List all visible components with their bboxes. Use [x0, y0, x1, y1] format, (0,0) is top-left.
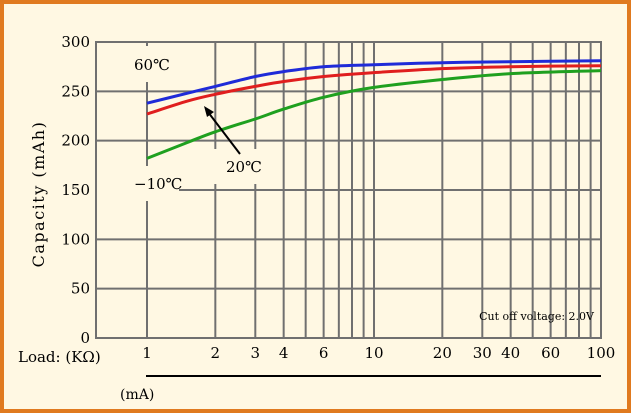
series-label-60c: 60℃ — [134, 56, 170, 74]
label-mask — [104, 46, 204, 82]
load-tick-label: 4 — [279, 344, 289, 362]
load-tick-label: 20 — [433, 344, 452, 362]
load-tick-label: 60 — [541, 344, 560, 362]
current-label: (mA) — [120, 387, 154, 403]
arrow-20c-shaft — [207, 111, 241, 155]
y-tick-label: 300 — [61, 33, 90, 51]
y-tick-label: 150 — [61, 181, 90, 199]
load-tick-labels: 1 2 3 4 6 10 20 30 40 60 100 — [142, 344, 615, 362]
load-tick-label: 1 — [142, 344, 152, 362]
y-tick-label: 100 — [61, 230, 90, 248]
series-line — [146, 59, 602, 105]
load-tick-label: 6 — [319, 344, 329, 362]
series-label-minus10c: −10℃ — [134, 175, 182, 193]
label-mask — [211, 149, 271, 184]
load-tick-label: 40 — [501, 344, 520, 362]
plot-area-border — [95, 41, 602, 339]
series-lines — [146, 59, 602, 160]
label-masks — [97, 46, 271, 201]
y-tick-label: 200 — [61, 132, 90, 150]
series-line — [146, 69, 602, 160]
series-line — [146, 64, 602, 116]
load-tick-label: 3 — [251, 344, 261, 362]
capacity-chart: 0 50 100 150 200 250 300 Capacity (mAh) Load: … — [18, 33, 615, 403]
load-label: Load: (KΩ) — [18, 348, 101, 366]
cutoff-voltage-annotation: Cut off voltage: 2.0V — [479, 310, 595, 323]
load-tick-label: 30 — [473, 344, 492, 362]
vertical-gridlines — [146, 42, 602, 338]
label-mask — [97, 166, 179, 201]
load-tick-label: 2 — [211, 344, 221, 362]
y-axis-tick-labels: 0 50 100 150 200 250 300 — [61, 33, 90, 347]
series-label-20c: 20℃ — [226, 158, 262, 176]
y-axis-label: Capacity (mAh) — [29, 121, 48, 268]
y-tick-label: 0 — [80, 329, 90, 347]
load-tick-label: 100 — [587, 344, 616, 362]
y-tick-label: 250 — [61, 82, 90, 100]
arrow-20c-head — [204, 106, 214, 117]
load-tick-label: 10 — [364, 344, 383, 362]
y-tick-label: 50 — [71, 280, 90, 298]
